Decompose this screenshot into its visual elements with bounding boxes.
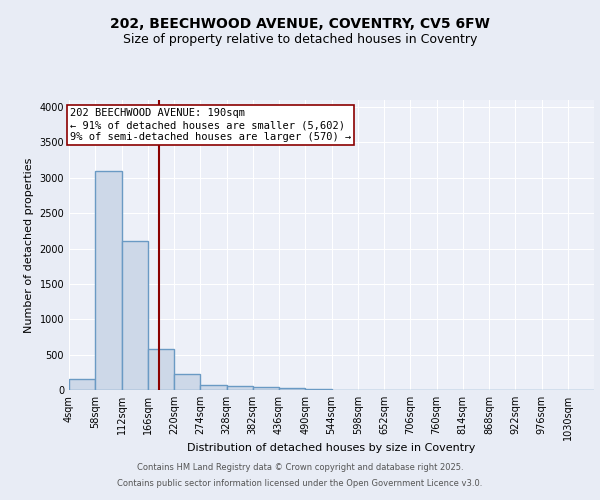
Text: Size of property relative to detached houses in Coventry: Size of property relative to detached ho… (123, 32, 477, 46)
Text: 202 BEECHWOOD AVENUE: 190sqm
← 91% of detached houses are smaller (5,602)
9% of : 202 BEECHWOOD AVENUE: 190sqm ← 91% of de… (70, 108, 351, 142)
Bar (279, 388, 305, 390)
Bar (95, 170, 121, 390)
Bar (305, 389, 331, 390)
Bar (121, 242, 148, 390)
X-axis label: Distribution of detached houses by size in Coventry: Distribution of detached houses by size … (187, 443, 476, 453)
Y-axis label: Number of detached properties: Number of detached properties (24, 158, 34, 332)
Text: Contains HM Land Registry data © Crown copyright and database right 2025.: Contains HM Land Registry data © Crown c… (137, 464, 463, 472)
Bar (148, 349, 174, 390)
Bar (253, 387, 279, 390)
Bar (200, 384, 227, 390)
Bar (227, 386, 253, 390)
Bar (69, 380, 95, 390)
Text: Contains public sector information licensed under the Open Government Licence v3: Contains public sector information licen… (118, 478, 482, 488)
Bar (174, 374, 200, 390)
Text: 202, BEECHWOOD AVENUE, COVENTRY, CV5 6FW: 202, BEECHWOOD AVENUE, COVENTRY, CV5 6FW (110, 18, 490, 32)
